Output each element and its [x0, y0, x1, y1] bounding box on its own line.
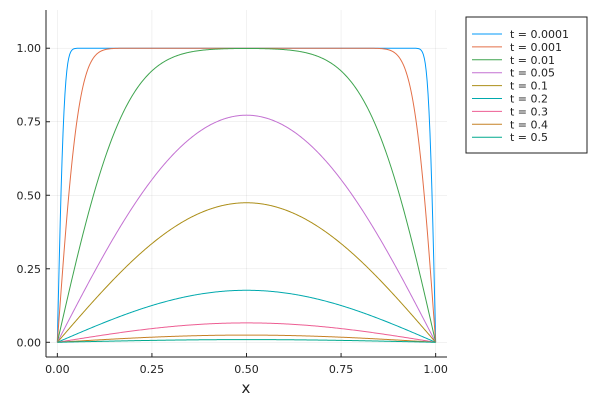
- y-tick-label: 1.00: [17, 42, 42, 55]
- x-tick-label: 1.00: [423, 363, 448, 376]
- legend-label-8: t = 0.5: [510, 131, 548, 144]
- legend-label-0: t = 0.0001: [510, 28, 569, 41]
- x-tick-label: 0.75: [329, 363, 354, 376]
- series-line-2: [56, 47, 437, 343]
- series-line-8: [57, 339, 436, 343]
- y-tick-label: 0.00: [17, 336, 42, 349]
- x-axis-label: x: [242, 379, 251, 397]
- series-line-5: [57, 289, 436, 343]
- legend-label-4: t = 0.1: [510, 80, 548, 93]
- x-tick-label: 0.25: [140, 363, 165, 376]
- series-line-3: [56, 114, 437, 343]
- legend-label-1: t = 0.001: [510, 41, 562, 54]
- y-tick-label: 0.25: [17, 263, 42, 276]
- ticks: 0.00 0.25 0.50 0.75 1.00 0.00 0.25 0.50 0.75 1.00: [17, 42, 448, 376]
- legend-label-3: t = 0.05: [510, 67, 555, 80]
- grid: [46, 10, 447, 357]
- legend-label-6: t = 0.3: [510, 105, 548, 118]
- y-tick-label: 0.50: [17, 189, 42, 202]
- series-line-4: [56, 202, 437, 343]
- plot-series: [56, 47, 437, 343]
- y-tick-label: 0.75: [17, 116, 42, 129]
- legend-label-7: t = 0.4: [510, 118, 548, 131]
- legend-label-5: t = 0.2: [510, 93, 548, 106]
- series-line-7: [57, 334, 436, 343]
- legend-box: [465, 16, 588, 154]
- series-line-6: [57, 322, 436, 343]
- x-tick-label: 0.50: [234, 363, 259, 376]
- legend-label-2: t = 0.01: [510, 54, 555, 67]
- x-tick-label: 0.00: [45, 363, 70, 376]
